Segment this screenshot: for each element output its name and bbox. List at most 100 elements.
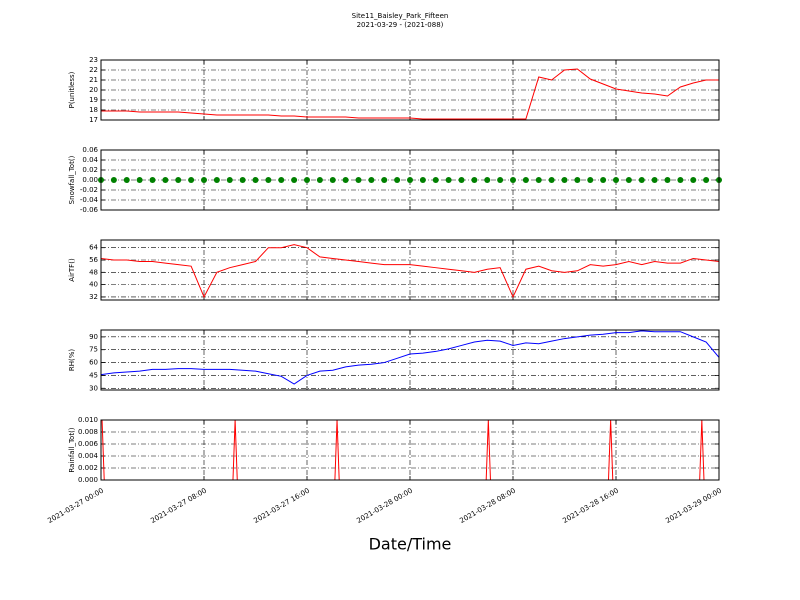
data-point xyxy=(574,177,581,183)
x-tick-label: 2021-03-27 16:00 xyxy=(252,487,311,525)
data-point xyxy=(252,177,259,183)
x-axis-label: Date/Time xyxy=(369,535,452,554)
data-point xyxy=(394,177,401,183)
data-point xyxy=(548,177,555,183)
y-tick-label: 0.006 xyxy=(78,440,99,448)
data-point xyxy=(587,177,594,183)
data-point xyxy=(703,177,710,183)
data-point xyxy=(304,177,310,183)
axes-frame xyxy=(100,59,720,121)
data-point xyxy=(522,177,529,183)
data-point xyxy=(329,177,336,183)
y-tick-label: 18 xyxy=(89,106,98,114)
y-axis-label: RH(%) xyxy=(68,349,76,372)
y-tick-label: -0.02 xyxy=(80,186,98,194)
y-tick-label: 32 xyxy=(89,293,98,301)
data-point xyxy=(458,177,465,183)
title: Site11_Baisley_Park_Fifteen xyxy=(352,12,449,20)
data-point xyxy=(561,177,568,183)
data-point xyxy=(368,177,375,183)
x-tick-label: 2021-03-27 00:00 xyxy=(46,487,105,525)
axes-frame xyxy=(100,419,720,481)
data-point xyxy=(342,177,349,183)
data-point xyxy=(600,177,607,183)
data-point xyxy=(136,177,143,183)
y-tick-label: 45 xyxy=(89,371,98,379)
data-point xyxy=(110,177,117,183)
y-tick-label: 48 xyxy=(89,268,98,276)
y-tick-label: 60 xyxy=(89,359,98,367)
data-point xyxy=(625,177,632,183)
data-point xyxy=(175,177,182,183)
data-point xyxy=(213,177,220,183)
y-tick-label: 20 xyxy=(89,86,98,94)
data-point xyxy=(432,177,439,183)
y-tick-label: 0.02 xyxy=(82,166,98,174)
x-tick-label: 2021-03-28 00:00 xyxy=(355,487,414,525)
data-point xyxy=(613,177,619,183)
data-point xyxy=(535,177,542,183)
y-tick-label: 90 xyxy=(89,333,98,341)
y-axis-label: P(unitless) xyxy=(68,71,76,108)
y-tick-label: 0.04 xyxy=(82,156,98,164)
data-point xyxy=(188,177,195,183)
y-tick-label: 0.002 xyxy=(78,464,98,472)
axes-frame xyxy=(100,239,720,301)
x-tick-label: 2021-03-27 08:00 xyxy=(149,487,208,525)
data-point xyxy=(638,177,645,183)
data-point xyxy=(407,177,413,183)
y-tick-label: 56 xyxy=(89,256,98,264)
y-tick-label: 19 xyxy=(89,96,98,104)
data-line xyxy=(101,244,719,299)
panel: 30 45 60 75 90 RH(%) xyxy=(68,329,720,392)
data-point xyxy=(690,177,697,183)
y-axis-label: AirTF() xyxy=(68,258,76,282)
x-tick-label: 2021-03-29 00:00 xyxy=(664,487,723,525)
data-line xyxy=(101,330,719,385)
y-tick-label: 0.008 xyxy=(78,428,98,436)
data-point xyxy=(226,177,233,183)
data-point xyxy=(355,177,362,183)
panel: 32 40 48 56 64 AirTF() xyxy=(68,239,720,301)
y-tick-label: 0.010 xyxy=(78,416,98,424)
y-tick-label: 0.06 xyxy=(82,146,98,154)
y-axis-label: Rainfall_Tot() xyxy=(68,427,76,472)
y-axis-label: Snowfall_Tot() xyxy=(68,155,76,204)
y-tick-label: 0.004 xyxy=(78,452,99,460)
y-tick-label: 23 xyxy=(89,56,98,64)
data-point xyxy=(162,177,169,183)
data-point xyxy=(497,177,504,183)
y-tick-label: 75 xyxy=(89,346,98,354)
data-point xyxy=(201,177,207,183)
data-point xyxy=(381,177,388,183)
data-point xyxy=(291,177,298,183)
y-tick-label: 40 xyxy=(89,281,98,289)
data-point xyxy=(316,177,323,183)
data-point xyxy=(510,177,516,183)
data-point xyxy=(265,177,272,183)
y-tick-label: 22 xyxy=(89,66,98,74)
data-point xyxy=(471,177,478,183)
panel: 17 18 19 20 21 22 23 P(unitless) xyxy=(68,56,720,124)
x-tick-label: 2021-03-28 08:00 xyxy=(458,487,517,525)
panel: -0.06 -0.04 -0.02 0.00 0.02 0.04 0.06 Snowfall_… xyxy=(68,146,722,214)
axes-frame xyxy=(100,149,720,211)
y-tick-label: -0.06 xyxy=(80,206,99,214)
y-tick-label: 64 xyxy=(89,244,98,252)
y-tick-label: 30 xyxy=(89,384,98,392)
data-point xyxy=(651,177,658,183)
data-point xyxy=(664,177,671,183)
x-tick-label: 2021-03-28 16:00 xyxy=(561,487,620,525)
data-point xyxy=(149,177,156,183)
data-point xyxy=(445,177,452,183)
data-point xyxy=(239,177,246,183)
y-tick-label: 0.000 xyxy=(78,476,98,484)
data-point xyxy=(484,177,491,183)
y-tick-label: 0.00 xyxy=(82,176,98,184)
y-tick-label: -0.04 xyxy=(80,196,99,204)
data-point xyxy=(419,177,426,183)
panel: 0.000 0.002 0.004 0.006 0.008 0.010 2021-03-27… xyxy=(46,416,723,525)
y-tick-label: 17 xyxy=(89,116,98,124)
y-tick-label: 21 xyxy=(89,76,98,84)
